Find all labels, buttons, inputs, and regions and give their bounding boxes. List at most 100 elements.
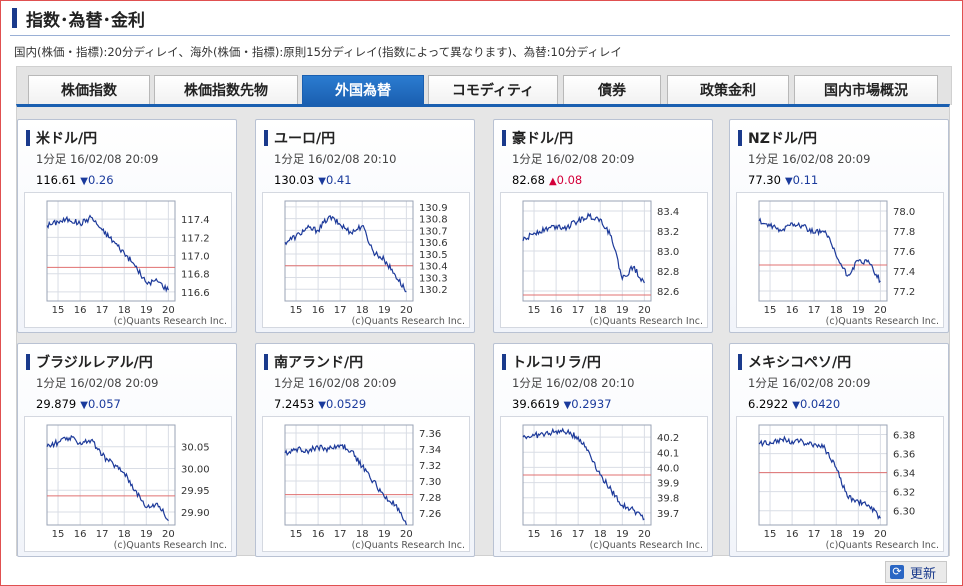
series-line bbox=[758, 435, 881, 520]
price-value: 7.2453 bbox=[274, 397, 315, 411]
change-arrow-icon: ▼ bbox=[80, 400, 88, 411]
tab-index-futures[interactable]: 株価指数先物 bbox=[154, 75, 298, 105]
x-tick-label: 19 bbox=[852, 305, 865, 316]
price-line: 7.2453 ▼0.0529 bbox=[274, 397, 366, 411]
y-tick-label: 40.1 bbox=[657, 448, 679, 459]
y-tick-label: 130.9 bbox=[419, 203, 448, 214]
tab-policy-rate[interactable]: 政策金利 bbox=[667, 75, 789, 105]
tab-bonds[interactable]: 債券 bbox=[563, 75, 661, 105]
mini-chart: 83.4 83.2 83.0 82.8 82.6 15 16 17 18 19 20 (c)Quant… bbox=[500, 192, 708, 328]
price-value: 77.30 bbox=[748, 173, 781, 187]
x-tick-label: 19 bbox=[378, 529, 391, 540]
change-value: 0.08 bbox=[556, 173, 583, 187]
refresh-button[interactable]: ⟳ 更新 bbox=[885, 561, 947, 583]
chart-svg-2: 83.4 83.2 83.0 82.8 82.6 15 16 17 18 19 20(c)Quant… bbox=[522, 200, 703, 327]
price-value: 29.879 bbox=[36, 397, 77, 411]
card-accent-bar bbox=[26, 130, 30, 146]
y-tick-label: 7.36 bbox=[419, 429, 441, 440]
header-accent-bar bbox=[12, 8, 17, 28]
plot-frame bbox=[758, 424, 888, 526]
rate-card[interactable]: トルコリラ/円 1分足 16/02/08 20:10 39.6619 ▼0.293… bbox=[493, 343, 713, 557]
x-tick-label: 15 bbox=[528, 305, 541, 316]
series-line bbox=[284, 215, 407, 293]
change-arrow-icon: ▼ bbox=[80, 176, 88, 187]
rate-card[interactable]: 南アランド/円 1分足 16/02/08 20:09 7.2453 ▼0.0529… bbox=[255, 343, 475, 557]
pair-name: NZドル/円 bbox=[748, 131, 817, 147]
series-line bbox=[46, 434, 169, 522]
plot-frame bbox=[46, 200, 176, 302]
rate-card[interactable]: 豪ドル/円 1分足 16/02/08 20:09 82.68 ▲0.08 83.4… bbox=[493, 119, 713, 333]
chart-svg-5: 7.36 7.34 7.32 7.30 7.28 7.26 15 16 17 18 19 20(c)Q… bbox=[284, 424, 465, 551]
y-tick-label: 29.90 bbox=[181, 508, 210, 519]
x-tick-label: 17 bbox=[96, 529, 109, 540]
change-value: 0.11 bbox=[792, 173, 819, 187]
x-tick-label: 18 bbox=[356, 529, 369, 540]
y-tick-label: 7.26 bbox=[419, 509, 441, 520]
y-tick-label: 117.0 bbox=[181, 252, 210, 263]
price-line: 82.68 ▲0.08 bbox=[512, 173, 582, 187]
rate-card[interactable]: ユーロ/円 1分足 16/02/08 20:10 130.03 ▼0.41 130… bbox=[255, 119, 475, 333]
chart-svg-4: 30.05 30.00 29.95 29.90 15 16 17 18 19 20(c)Quant… bbox=[46, 424, 227, 551]
series-line bbox=[758, 217, 881, 284]
y-tick-label: 116.8 bbox=[181, 270, 210, 281]
price-line: 116.61 ▼0.26 bbox=[36, 173, 114, 187]
change-value: 0.0420 bbox=[799, 397, 841, 411]
timestamp: 1分足 16/02/08 20:09 bbox=[748, 376, 871, 390]
price-value: 82.68 bbox=[512, 173, 545, 187]
price-value: 116.61 bbox=[36, 173, 77, 187]
x-tick-label: 16 bbox=[786, 529, 799, 540]
tab-stock-index[interactable]: 株価指数 bbox=[28, 75, 150, 105]
x-tick-label: 15 bbox=[528, 529, 541, 540]
chart-svg-7: 6.38 6.36 6.34 6.32 6.30 15 16 17 18 19 20(c)Quant… bbox=[758, 424, 939, 551]
price-line: 130.03 ▼0.41 bbox=[274, 173, 352, 187]
x-tick-label: 17 bbox=[572, 305, 585, 316]
rate-card[interactable]: 米ドル/円 1分足 16/02/08 20:09 116.61 ▼0.26 117… bbox=[17, 119, 237, 333]
chart-credit: (c)Quants Research Inc. bbox=[352, 316, 465, 327]
y-tick-label: 83.2 bbox=[657, 227, 679, 238]
x-tick-label: 18 bbox=[830, 305, 843, 316]
chart-credit: (c)Quants Research Inc. bbox=[590, 316, 703, 327]
y-tick-label: 77.8 bbox=[893, 227, 915, 238]
x-tick-label: 19 bbox=[140, 529, 153, 540]
refresh-icon: ⟳ bbox=[890, 565, 904, 579]
x-tick-label: 16 bbox=[74, 529, 87, 540]
x-tick-label: 15 bbox=[764, 529, 777, 540]
pair-name: 豪ドル/円 bbox=[512, 131, 574, 147]
series-line bbox=[522, 212, 645, 284]
tab-bar: 株価指数 株価指数先物 外国為替 コモディティ 債券 政策金利 国内市場概況 bbox=[16, 66, 952, 105]
timestamp: 1分足 16/02/08 20:09 bbox=[36, 376, 159, 390]
y-tick-label: 7.30 bbox=[419, 477, 441, 488]
price-line: 77.30 ▼0.11 bbox=[748, 173, 818, 187]
mini-chart: 40.2 40.1 40.0 39.9 39.8 39.7 15 16 17 18 19 20 (c)Q… bbox=[500, 416, 708, 552]
change-value: 0.0529 bbox=[325, 397, 367, 411]
tab-domestic-market[interactable]: 国内市場概況 bbox=[794, 75, 938, 105]
x-tick-label: 16 bbox=[312, 529, 325, 540]
tab-commodity[interactable]: コモディティ bbox=[428, 75, 558, 105]
rate-card[interactable]: ブラジルレアル/円 1分足 16/02/08 20:09 29.879 ▼0.05… bbox=[17, 343, 237, 557]
y-tick-label: 130.5 bbox=[419, 250, 448, 261]
x-tick-label: 17 bbox=[334, 529, 347, 540]
y-tick-label: 77.4 bbox=[893, 267, 915, 278]
change-arrow-icon: ▲ bbox=[548, 176, 557, 187]
x-tick-label: 18 bbox=[830, 529, 843, 540]
pair-name: 南アランド/円 bbox=[274, 355, 364, 371]
x-tick-label: 19 bbox=[616, 529, 629, 540]
rate-card[interactable]: NZドル/円 1分足 16/02/08 20:09 77.30 ▼0.11 78.… bbox=[729, 119, 949, 333]
x-tick-label: 15 bbox=[52, 305, 65, 316]
card-accent-bar bbox=[738, 130, 742, 146]
y-tick-label: 30.05 bbox=[181, 443, 210, 454]
price-line: 6.2922 ▼0.0420 bbox=[748, 397, 840, 411]
mini-chart: 6.38 6.36 6.34 6.32 6.30 15 16 17 18 19 20 (c)Quant… bbox=[736, 416, 944, 552]
x-tick-label: 17 bbox=[96, 305, 109, 316]
page-title: 指数･為替･金利 bbox=[26, 11, 145, 31]
price-value: 6.2922 bbox=[748, 397, 789, 411]
x-tick-label: 15 bbox=[764, 305, 777, 316]
x-tick-label: 16 bbox=[550, 305, 563, 316]
y-tick-label: 7.32 bbox=[419, 461, 441, 472]
rate-card[interactable]: メキシコペソ/円 1分足 16/02/08 20:09 6.2922 ▼0.042… bbox=[729, 343, 949, 557]
price-line: 39.6619 ▼0.2937 bbox=[512, 397, 612, 411]
tab-forex[interactable]: 外国為替 bbox=[302, 75, 424, 105]
y-tick-label: 6.36 bbox=[893, 450, 915, 461]
change-arrow-icon: ▼ bbox=[784, 176, 793, 187]
price-line: 29.879 ▼0.057 bbox=[36, 397, 121, 411]
